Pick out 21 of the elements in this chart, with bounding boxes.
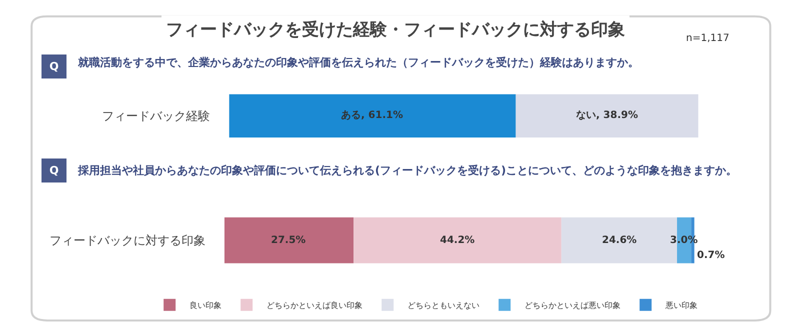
legend-label: 良い印象: [190, 300, 222, 310]
y-tick-label: フィードバック経験: [102, 109, 210, 124]
data-label: ある, 61.1%: [341, 110, 403, 121]
legend-label: どちらかといえば良い印象: [266, 300, 363, 310]
y-tick-label: フィードバックに対する印象: [49, 234, 206, 248]
bar: [354, 217, 562, 264]
text: Q: [49, 164, 59, 177]
data-label: 0.7%: [697, 250, 725, 261]
data-label: 24.6%: [602, 235, 637, 246]
chart-subtitle: 採用担当や社員からあなたの印象や評価について伝えられる(フィードバックを受ける)ことについて、どのような印象を抱きますか。: [77, 164, 738, 177]
data-label: ない, 38.9%: [576, 110, 638, 121]
data-label: 44.2%: [440, 235, 475, 246]
legend-label: どちらともいえない: [408, 300, 480, 310]
data-label: 27.5%: [271, 235, 306, 246]
text: n=1,117: [686, 33, 730, 44]
chart-subtitle: 就職活動をする中で、企業からあなたの印象や評価を伝えられた（フィードバックを受けた）経験はありますか。: [77, 56, 639, 69]
chart-title: フィードバックを受けた経験・フィードバックに対する印象: [166, 20, 625, 40]
bar: [224, 217, 354, 264]
legend-label: どちらかといえば悪い印象: [524, 300, 621, 310]
legend-label: 悪い印象: [664, 300, 698, 310]
text: Q: [49, 60, 59, 73]
